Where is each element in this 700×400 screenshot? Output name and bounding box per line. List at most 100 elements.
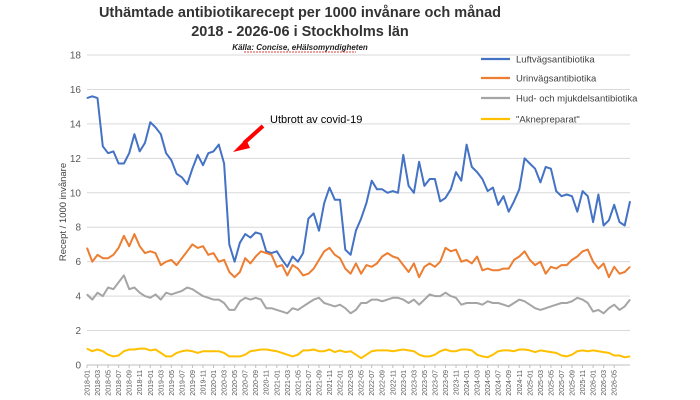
series-points-4	[86, 348, 631, 359]
data-point	[149, 250, 151, 252]
data-point	[529, 349, 531, 351]
data-point	[139, 292, 141, 294]
data-point	[170, 355, 172, 357]
data-point	[397, 192, 399, 194]
x-axis-ticks: 2018-01 2018-03 2018-05 2018-07 2018-09 2018-…	[85, 365, 619, 396]
x-tick-label: 2018-05	[106, 370, 113, 396]
data-point	[123, 163, 125, 164]
data-point	[439, 350, 441, 352]
data-point	[503, 349, 504, 351]
data-point	[155, 252, 156, 254]
data-point	[102, 257, 104, 259]
data-point	[397, 257, 399, 259]
data-point	[592, 261, 594, 263]
data-point	[344, 268, 346, 270]
data-point	[234, 355, 236, 357]
data-point	[508, 349, 510, 351]
x-tick-label: 2020-11	[264, 370, 271, 395]
data-point	[418, 354, 420, 356]
data-point	[344, 307, 346, 309]
data-point	[334, 351, 336, 353]
data-point	[139, 348, 141, 350]
data-point	[165, 355, 167, 357]
data-point	[350, 312, 352, 314]
data-point	[339, 349, 341, 351]
data-point	[555, 190, 557, 192]
data-point	[619, 355, 620, 356]
data-point	[191, 168, 193, 170]
data-point	[582, 190, 584, 192]
x-tick-label: 2024-07	[496, 370, 503, 396]
x-tick-label: 2025-05	[548, 370, 555, 396]
data-point	[218, 299, 220, 301]
data-point	[329, 247, 330, 249]
x-tick-label: 2018-11	[137, 370, 144, 395]
x-tick-label: 2019-01	[148, 370, 155, 396]
data-point	[313, 299, 315, 301]
data-point	[503, 268, 504, 270]
data-point	[408, 271, 410, 273]
data-point	[255, 349, 257, 351]
data-point	[587, 249, 589, 251]
data-point	[608, 352, 610, 354]
data-point	[603, 225, 605, 226]
data-point	[118, 355, 120, 356]
data-point	[582, 349, 584, 351]
x-tick-label: 2023-09	[443, 370, 450, 396]
data-point	[271, 252, 272, 254]
data-point	[218, 261, 220, 263]
data-point	[376, 262, 378, 264]
data-point	[91, 299, 93, 301]
y-axis-label: Recept / 1000 invånare	[58, 163, 69, 261]
data-point	[128, 245, 130, 247]
y-tick-label: 14	[70, 119, 82, 130]
x-tick-label: 2021-09	[316, 370, 323, 396]
data-point	[228, 271, 230, 273]
data-point	[539, 261, 541, 263]
data-point	[239, 355, 241, 357]
x-tick-label: 2020-03	[222, 370, 229, 396]
data-point	[376, 299, 378, 301]
data-point	[265, 250, 267, 252]
data-point	[497, 204, 499, 206]
data-point	[534, 307, 536, 309]
data-point	[497, 302, 499, 304]
data-point	[487, 300, 489, 302]
data-point	[545, 273, 547, 275]
data-point	[576, 350, 578, 352]
data-point	[545, 166, 547, 168]
x-tick-label: 2019-07	[179, 370, 186, 396]
data-point	[223, 259, 225, 261]
data-point	[423, 185, 425, 187]
data-point	[481, 178, 483, 180]
x-tick-label: 2022-09	[380, 370, 387, 396]
x-tick-label: 2024-09	[506, 370, 513, 396]
data-point	[165, 152, 167, 154]
x-tick-label: 2026-01	[591, 370, 598, 396]
data-point	[402, 154, 404, 156]
data-point	[133, 287, 135, 288]
data-point	[455, 171, 457, 173]
data-point	[418, 276, 420, 278]
data-point	[455, 297, 457, 299]
data-point	[402, 264, 404, 266]
data-point	[239, 300, 241, 302]
data-point	[550, 266, 552, 268]
data-point	[566, 264, 568, 266]
x-tick-label: 2024-03	[475, 370, 482, 396]
data-point	[155, 126, 156, 128]
data-point	[165, 261, 167, 263]
series-points-2	[86, 233, 631, 278]
data-point	[265, 307, 267, 309]
annotation: Utbrott av covid-19	[233, 114, 362, 152]
data-point	[413, 299, 415, 301]
data-point	[360, 218, 362, 220]
data-point	[355, 354, 357, 356]
x-tick-label: 2025-03	[538, 370, 545, 396]
x-tick-label: 2022-11	[390, 370, 397, 395]
data-point	[260, 233, 262, 235]
data-point	[118, 163, 120, 164]
data-point	[355, 262, 357, 264]
data-point	[576, 256, 578, 257]
data-point	[197, 247, 199, 249]
